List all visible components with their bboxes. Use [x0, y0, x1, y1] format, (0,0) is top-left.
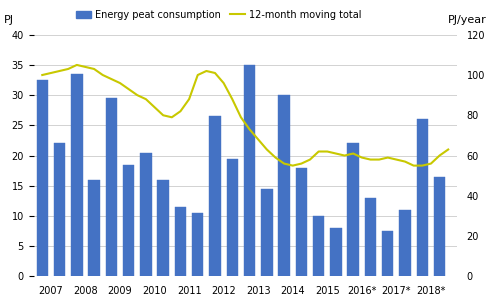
Bar — [296, 168, 307, 276]
Bar — [244, 65, 255, 276]
Bar — [382, 231, 394, 276]
Bar — [89, 180, 100, 276]
Bar — [261, 189, 273, 276]
Legend: Energy peat consumption, 12-month moving total: Energy peat consumption, 12-month moving… — [72, 6, 365, 24]
Bar — [330, 228, 341, 276]
Bar — [434, 177, 445, 276]
Bar — [278, 95, 290, 276]
Bar — [140, 152, 152, 276]
Bar — [71, 74, 83, 276]
Bar — [157, 180, 169, 276]
Bar — [54, 143, 65, 276]
Bar — [175, 207, 186, 276]
Bar — [313, 216, 324, 276]
Bar — [192, 213, 203, 276]
Text: PJ: PJ — [4, 15, 14, 25]
Bar — [417, 119, 428, 276]
Bar — [347, 143, 359, 276]
Bar — [209, 116, 221, 276]
Bar — [400, 210, 411, 276]
Bar — [123, 165, 134, 276]
Bar — [106, 98, 117, 276]
Bar — [36, 80, 48, 276]
Bar — [227, 158, 238, 276]
Text: PJ/year: PJ/year — [448, 15, 487, 25]
Bar — [365, 198, 376, 276]
